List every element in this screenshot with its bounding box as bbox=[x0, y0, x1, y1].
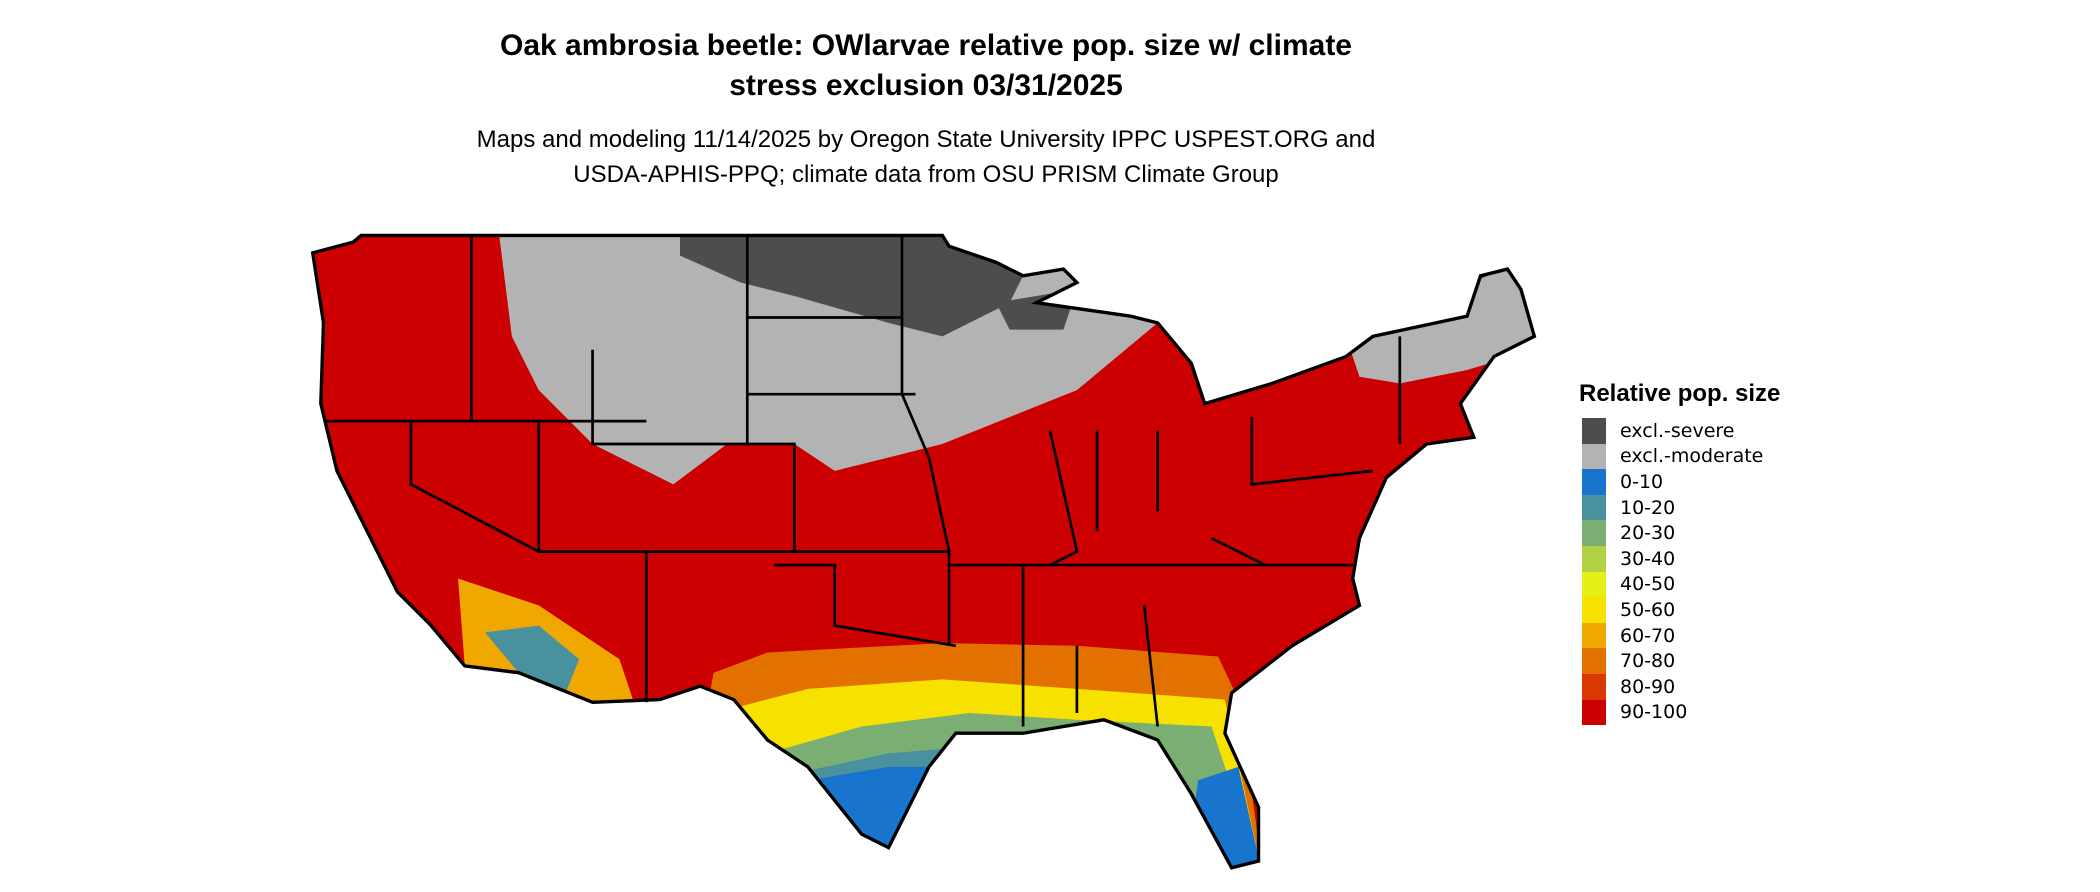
legend-item: excl.-moderate bbox=[1579, 443, 1780, 470]
legend-item: 50-60 bbox=[1579, 597, 1780, 623]
legend-label: 80-90 bbox=[1620, 675, 1676, 698]
legend-item: 80-90 bbox=[1579, 673, 1780, 700]
legend: Relative pop. size excl.-severe excl.-mod… bbox=[1579, 380, 1781, 726]
legend-swatch bbox=[1582, 673, 1606, 700]
map-subtitle-line1: Maps and modeling 11/14/2025 by Oregon S… bbox=[476, 126, 1376, 153]
legend-swatch bbox=[1582, 622, 1606, 649]
state-borders bbox=[323, 235, 1402, 727]
legend-item: 40-50 bbox=[1579, 571, 1780, 598]
legend-swatch bbox=[1582, 648, 1606, 674]
legend-item: 90-100 bbox=[1579, 699, 1780, 726]
map-subtitle-line2: USDA-APHIS-PPQ; climate data from OSU PR… bbox=[573, 161, 1279, 188]
legend-item: 60-70 bbox=[1579, 622, 1780, 649]
legend-label: 0-10 bbox=[1620, 470, 1664, 493]
legend-label: 60-70 bbox=[1620, 624, 1676, 647]
legend-label: 40-50 bbox=[1620, 573, 1676, 596]
region-20-30 bbox=[754, 713, 1266, 868]
legend-label: 50-60 bbox=[1620, 598, 1676, 621]
region-excl-moderate-northeast bbox=[1345, 255, 1535, 384]
legend-item: 0-10 bbox=[1579, 469, 1780, 495]
legend-label: 30-40 bbox=[1620, 547, 1676, 570]
legend-item: 70-80 bbox=[1579, 648, 1780, 674]
legend-swatch bbox=[1582, 494, 1606, 521]
legend-item: 10-20 bbox=[1579, 494, 1780, 521]
legend-swatch bbox=[1582, 443, 1606, 470]
legend-label: 90-100 bbox=[1620, 701, 1688, 724]
region-excl-severe bbox=[680, 235, 1037, 337]
legend-swatch bbox=[1582, 545, 1606, 572]
legend-label: excl.-severe bbox=[1620, 419, 1735, 442]
legend-item: 30-40 bbox=[1579, 545, 1780, 572]
map-title-line2: stress exclusion 03/31/2025 bbox=[729, 69, 1123, 102]
legend-label: 10-20 bbox=[1620, 496, 1676, 519]
legend-label: 20-30 bbox=[1620, 522, 1676, 545]
region-0-10-texas bbox=[807, 766, 929, 862]
legend-swatch bbox=[1582, 469, 1606, 495]
region-10-20-arizona bbox=[484, 625, 580, 693]
legend-swatch bbox=[1582, 597, 1606, 623]
legend-swatch bbox=[1582, 520, 1606, 546]
legend-label: 70-80 bbox=[1620, 650, 1676, 673]
legend-item: excl.-severe bbox=[1579, 418, 1780, 444]
legend-swatch bbox=[1582, 699, 1606, 726]
legend-item: 20-30 bbox=[1579, 520, 1780, 546]
legend-title: Relative pop. size bbox=[1579, 380, 1781, 407]
map-title-line1: Oak ambrosia beetle: OWlarvae relative p… bbox=[499, 29, 1352, 62]
legend-swatch bbox=[1582, 418, 1606, 444]
legend-swatch bbox=[1582, 571, 1606, 598]
legend-label: excl.-moderate bbox=[1620, 445, 1764, 468]
